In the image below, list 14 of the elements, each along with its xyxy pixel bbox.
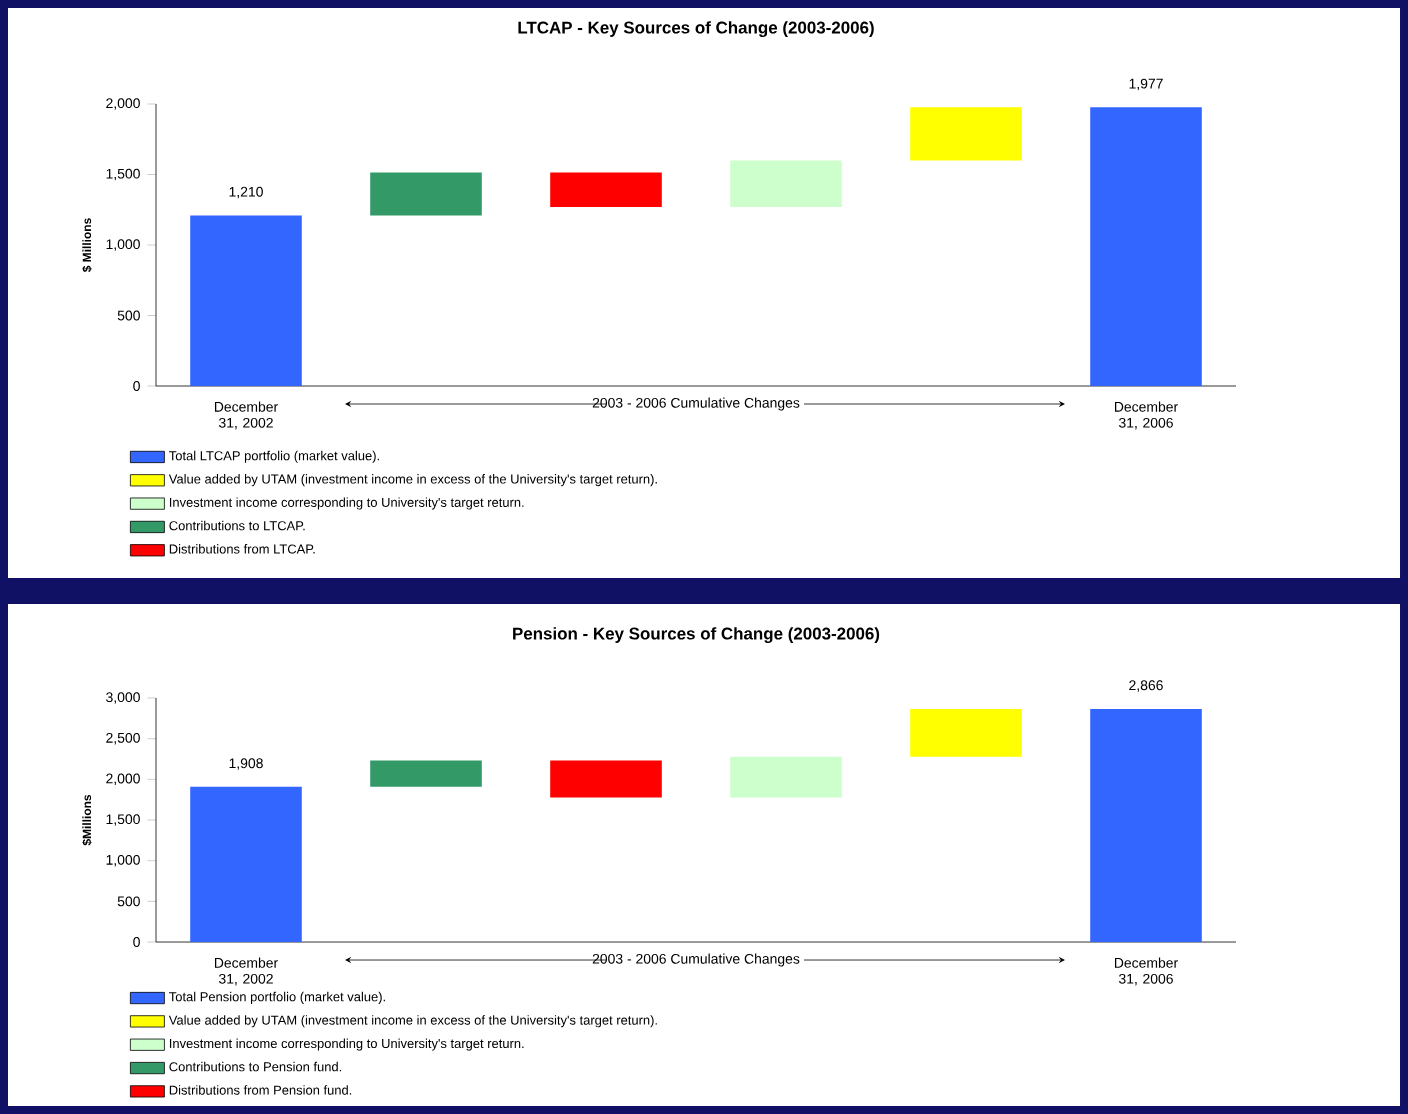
bar xyxy=(1090,708,1202,943)
chart-title: LTCAP - Key Sources of Change (2003-2006) xyxy=(518,21,874,38)
bar xyxy=(730,160,842,207)
bar xyxy=(190,215,302,387)
bar xyxy=(190,786,302,943)
bar xyxy=(910,708,1022,757)
bar xyxy=(910,107,1022,161)
bar xyxy=(370,760,482,787)
bar xyxy=(730,756,842,798)
bar xyxy=(370,172,482,216)
bar xyxy=(550,172,662,207)
bar xyxy=(550,760,662,798)
bar xyxy=(1090,107,1202,387)
chart-title: Pension - Key Sources of Change (2003-2006) xyxy=(513,627,880,644)
